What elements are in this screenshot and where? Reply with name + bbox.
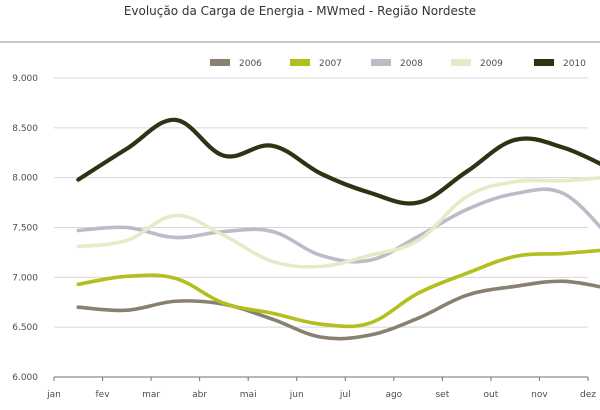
x-tick-label: ago xyxy=(385,390,402,400)
x-tick-label: jan xyxy=(46,390,61,400)
x-tick-label: jul xyxy=(339,390,351,400)
legend-label-2007: 2007 xyxy=(319,59,342,69)
y-tick-label: 6.500 xyxy=(12,323,38,333)
x-tick-label: mai xyxy=(240,390,257,400)
series-lines xyxy=(76,117,600,341)
x-tick-label: dez xyxy=(580,390,596,400)
legend-swatch-2008 xyxy=(371,59,391,66)
legend: 2006 2007 2008 2009 2010 xyxy=(210,59,586,69)
series-line-2010 xyxy=(76,117,600,206)
x-tick-label: set xyxy=(435,390,449,400)
legend-swatch-2010 xyxy=(534,59,554,66)
series-line-2008 xyxy=(76,187,600,264)
chart-title: Evolução da Carga de Energia - MWmed - R… xyxy=(124,4,476,18)
legend-label-2009: 2009 xyxy=(480,59,503,69)
y-tick-label: 8.500 xyxy=(12,124,38,134)
series-line-2009 xyxy=(76,175,600,269)
y-tick-label: 9.000 xyxy=(12,74,38,84)
series-line-2007 xyxy=(76,248,600,329)
y-tick-label: 7.000 xyxy=(12,273,38,283)
x-tick-label: out xyxy=(484,390,499,400)
series-line-2006 xyxy=(76,279,600,341)
x-tick-label: jun xyxy=(289,390,304,400)
x-tick-label: nov xyxy=(531,390,548,400)
legend-label-2010: 2010 xyxy=(563,59,586,69)
axes: 6.000 6.500 7.000 7.500 8.000 8.500 9.000 jan fe… xyxy=(12,74,596,400)
legend-swatch-2009 xyxy=(451,59,471,66)
y-tick-label: 8.000 xyxy=(12,174,38,184)
x-tick-label: fev xyxy=(96,390,111,400)
y-tick-label: 6.000 xyxy=(12,373,38,383)
x-tick-label: mar xyxy=(142,390,160,400)
legend-swatch-2007 xyxy=(290,59,310,66)
x-tick-label: abr xyxy=(192,390,207,400)
legend-label-2006: 2006 xyxy=(239,59,262,69)
y-tick-label: 7.500 xyxy=(12,224,38,234)
legend-label-2008: 2008 xyxy=(400,59,423,69)
legend-swatch-2006 xyxy=(210,59,230,66)
